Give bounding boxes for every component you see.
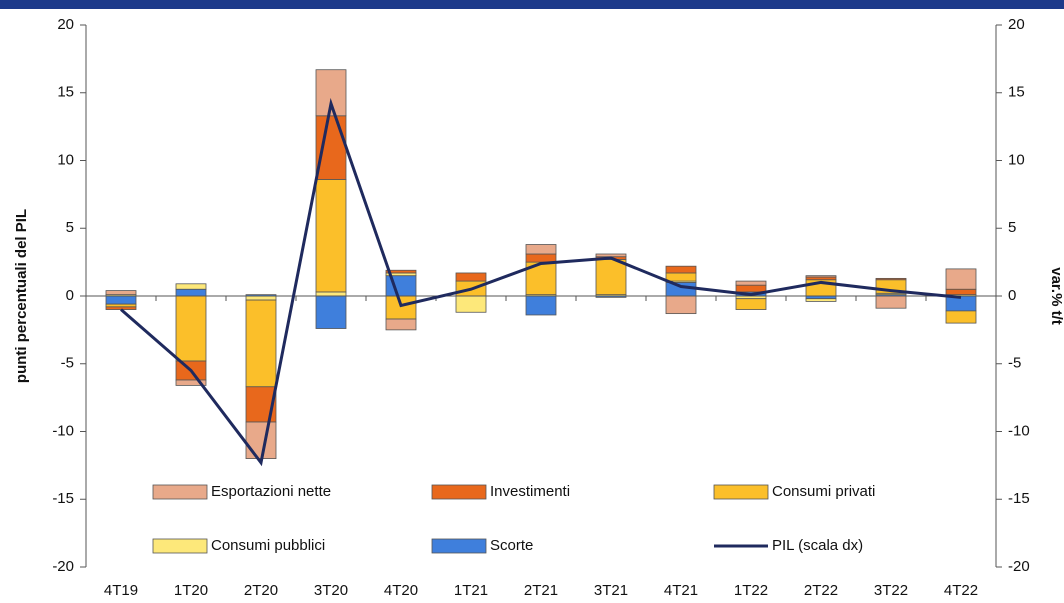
y2-tick-label: 10 [1008,151,1025,168]
bar-segment [105,290,137,296]
bar-segment [525,244,557,255]
x-tick-label: 2T22 [804,582,838,599]
legend-swatch [152,538,208,554]
y-tick-label: 10 [57,151,74,168]
y2-tick-label: -15 [1008,490,1030,507]
y2-axis-label: var.% t/t [1048,267,1064,325]
bar-segment [945,268,977,290]
bar-segment [945,288,977,296]
y-tick-label: 15 [57,84,74,101]
x-tick-label: 1T21 [454,582,488,599]
bar-segment [315,115,347,180]
x-tick-label: 4T22 [944,582,978,599]
bar-segment [245,421,277,460]
bar-segment [105,303,137,308]
bar-segment [665,265,697,274]
bar-segment [385,295,417,320]
bar-segment [805,276,837,281]
bar-segment [175,379,207,386]
legend-label: Consumi pubblici [211,537,325,554]
bar-segment [175,295,207,362]
x-tick-label: 4T19 [104,582,138,599]
x-tick-label: 4T21 [664,582,698,599]
legend-swatch [431,538,487,554]
legend-label: PIL (scala dx) [772,537,863,554]
y-tick-label: 0 [66,287,74,304]
bar-segment [735,284,767,293]
bar-segment [735,280,767,286]
bar-segment [805,275,837,278]
legend-swatch [431,484,487,500]
line-series [120,97,962,467]
bar-segment [875,277,907,281]
bar-segment [315,69,347,117]
x-tick-label: 2T20 [244,582,278,599]
legend-swatch [713,484,769,500]
bar-segment [945,295,977,312]
bar-segment [945,310,977,324]
bar-segment [385,318,417,331]
y-tick-label: -5 [61,355,74,372]
legend-swatch [152,484,208,500]
bar-segment [805,298,837,302]
legend-label: Esportazioni nette [211,483,331,500]
x-tick-label: 4T20 [384,582,418,599]
x-tick-label: 1T22 [734,582,768,599]
y-tick-label: -10 [52,422,74,439]
y-tick-label: -20 [52,558,74,575]
bar-segment [455,272,487,282]
bar-segment [665,295,697,315]
bar-segment [525,295,557,316]
bar-segment [175,288,207,297]
bar-segment [525,253,557,263]
y2-tick-label: 15 [1008,84,1025,101]
x-tick-label: 3T22 [874,582,908,599]
bar-segment [315,291,347,297]
x-tick-label: 3T20 [314,582,348,599]
y2-tick-label: 20 [1008,16,1025,33]
bar-segment [455,295,487,313]
legend-label: Investimenti [490,483,570,500]
x-tick-label: 2T21 [524,582,558,599]
bar-segment [735,298,767,310]
bar-segment [245,295,277,301]
bar-segment [105,295,137,305]
legend-label: Consumi privati [772,483,875,500]
top-band [0,0,1064,9]
y2-tick-label: -10 [1008,422,1030,439]
bar-segment [105,306,137,310]
bar-segment [315,295,347,329]
bar-segment [875,295,907,309]
bar-segment [245,299,277,388]
y2-tick-label: -20 [1008,558,1030,575]
bar-segment [385,269,417,274]
bar-segment [665,272,697,282]
bar-segment [595,253,627,258]
y-axis-label: punti percentuali del PIL [13,209,30,383]
y2-tick-label: 5 [1008,219,1016,236]
y2-tick-label: 0 [1008,287,1016,304]
x-tick-label: 3T21 [594,582,628,599]
y-tick-label: 20 [57,16,74,33]
legend-label: Scorte [490,537,533,554]
y-tick-label: -15 [52,490,74,507]
bar-segment [175,283,207,290]
bar-segment [315,179,347,293]
x-tick-label: 1T20 [174,582,208,599]
y2-tick-label: -5 [1008,355,1021,372]
bar-segment [595,259,627,296]
y-tick-label: 5 [66,219,74,236]
